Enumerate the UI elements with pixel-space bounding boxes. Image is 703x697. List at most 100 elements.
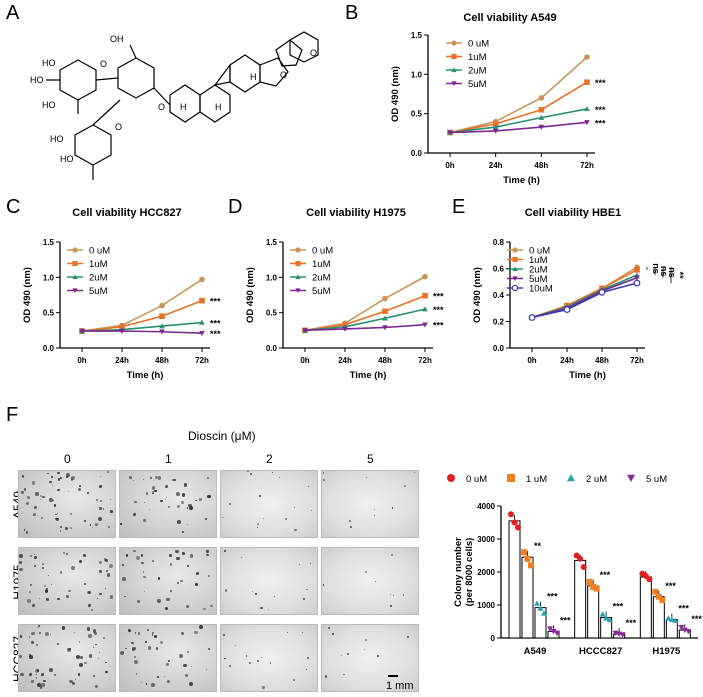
concentration-label: 2	[266, 452, 273, 466]
panel-label-c: C	[6, 196, 21, 218]
data-point	[538, 114, 545, 120]
colony-micrograph	[119, 624, 217, 692]
concentration-label: 0	[64, 452, 71, 466]
bar	[587, 585, 600, 639]
series-1um: 1uM	[446, 52, 590, 136]
legend-marker	[512, 276, 518, 282]
data-point	[537, 605, 544, 611]
data-point	[422, 273, 428, 280]
colony-micrograph	[321, 470, 419, 538]
colony-micrograph	[220, 547, 318, 615]
significance-label: ***	[613, 602, 624, 612]
svg-text:HO: HO	[42, 58, 56, 68]
svg-text:O: O	[280, 70, 287, 80]
legend-label: 2uM	[312, 273, 331, 284]
significance-label: ***	[595, 78, 606, 88]
legend-marker	[72, 288, 78, 294]
x-axis-label: Time (h)	[350, 370, 387, 381]
legend-label: 1uM	[89, 259, 108, 270]
colony-micrograph	[18, 470, 116, 538]
data-point	[598, 288, 606, 296]
data-point	[302, 328, 308, 334]
data-point	[511, 519, 518, 526]
legend-marker	[512, 266, 518, 272]
y-tick-label: 0.0	[43, 344, 55, 353]
data-point	[492, 121, 499, 127]
legend-label: 2uM	[89, 273, 108, 284]
x-tick-label: 48h	[378, 356, 392, 365]
data-point	[422, 292, 428, 299]
data-point	[685, 629, 692, 635]
legend-label: 1uM	[312, 259, 331, 270]
colony-micrograph	[321, 624, 419, 692]
significance-label: ***	[560, 615, 571, 625]
panel-label-e: E	[452, 196, 466, 218]
chart-title: Cell viability A549	[463, 12, 556, 24]
line-chart-hcc827: Cell viability HCC827 0.0 0.5 1.0 1.5 0h 24h 48…	[22, 207, 221, 381]
x-tick-label: 24h	[489, 161, 503, 170]
colony-micrograph	[321, 547, 419, 615]
data-point	[633, 279, 641, 287]
data-point	[515, 524, 521, 531]
x-tick-label: 0h	[77, 356, 86, 365]
series-line	[449, 56, 588, 134]
panel-label-a: A	[6, 2, 20, 24]
x-tick-label: 48h	[595, 356, 609, 365]
significance-label: ***	[595, 118, 606, 128]
y-axis-label: (per 8000 cells)	[464, 538, 475, 607]
data-point	[606, 616, 613, 623]
bar	[574, 559, 587, 639]
significance-label: **	[675, 272, 685, 280]
series-line	[304, 308, 426, 332]
legend-marker	[507, 474, 515, 482]
y-tick-label: 2000	[477, 568, 495, 577]
x-tick-label: 0h	[527, 356, 536, 365]
panel-label-d: D	[228, 196, 243, 218]
data-point	[79, 328, 85, 334]
data-point	[538, 124, 545, 130]
data-point	[508, 511, 514, 518]
significance-label: ***	[210, 319, 221, 329]
series-line	[449, 108, 588, 134]
data-point	[646, 576, 653, 583]
significance-label: ***	[547, 592, 558, 602]
legend-marker	[295, 247, 301, 253]
data-point	[422, 306, 428, 312]
y-tick-label: 1.0	[411, 70, 423, 79]
bar	[508, 520, 521, 639]
x-tick-label: H1975	[652, 646, 681, 657]
x-axis-label: Time (h)	[503, 175, 540, 186]
svg-text:OH: OH	[110, 34, 124, 44]
data-point	[382, 315, 388, 321]
legend-label: 5uM	[312, 286, 331, 297]
series-2um: 2uM	[446, 66, 590, 135]
series-5um: 5uM	[67, 286, 205, 336]
legend-marker	[72, 247, 78, 253]
svg-text:HO: HO	[30, 75, 44, 85]
significance-label: ***	[433, 292, 444, 302]
legend-marker	[451, 81, 457, 87]
legend-label: 1uM	[468, 52, 487, 63]
legend-label: 0 uM	[468, 39, 489, 50]
data-point	[577, 555, 584, 562]
data-point	[492, 128, 499, 134]
legend-label: 5uM	[468, 79, 487, 90]
data-point	[538, 95, 545, 101]
data-point	[447, 130, 453, 136]
significance-label: ***	[665, 581, 676, 591]
significance-label: ***	[595, 105, 606, 115]
svg-text:HO: HO	[60, 154, 74, 164]
data-point	[599, 611, 606, 617]
series-line	[304, 323, 426, 332]
y-tick-label: 0.5	[43, 309, 55, 318]
x-tick-label: 48h	[534, 161, 548, 170]
data-point	[547, 626, 553, 632]
colony-micrograph	[220, 470, 318, 538]
y-tick-label: 1000	[477, 601, 495, 610]
legend-marker	[451, 53, 457, 60]
legend-label: 2uM	[529, 265, 548, 276]
x-axis-label: Time (h)	[127, 370, 164, 381]
data-point	[634, 275, 640, 281]
y-axis-label: OD 490 (nm)	[22, 267, 33, 323]
data-point	[521, 549, 527, 556]
